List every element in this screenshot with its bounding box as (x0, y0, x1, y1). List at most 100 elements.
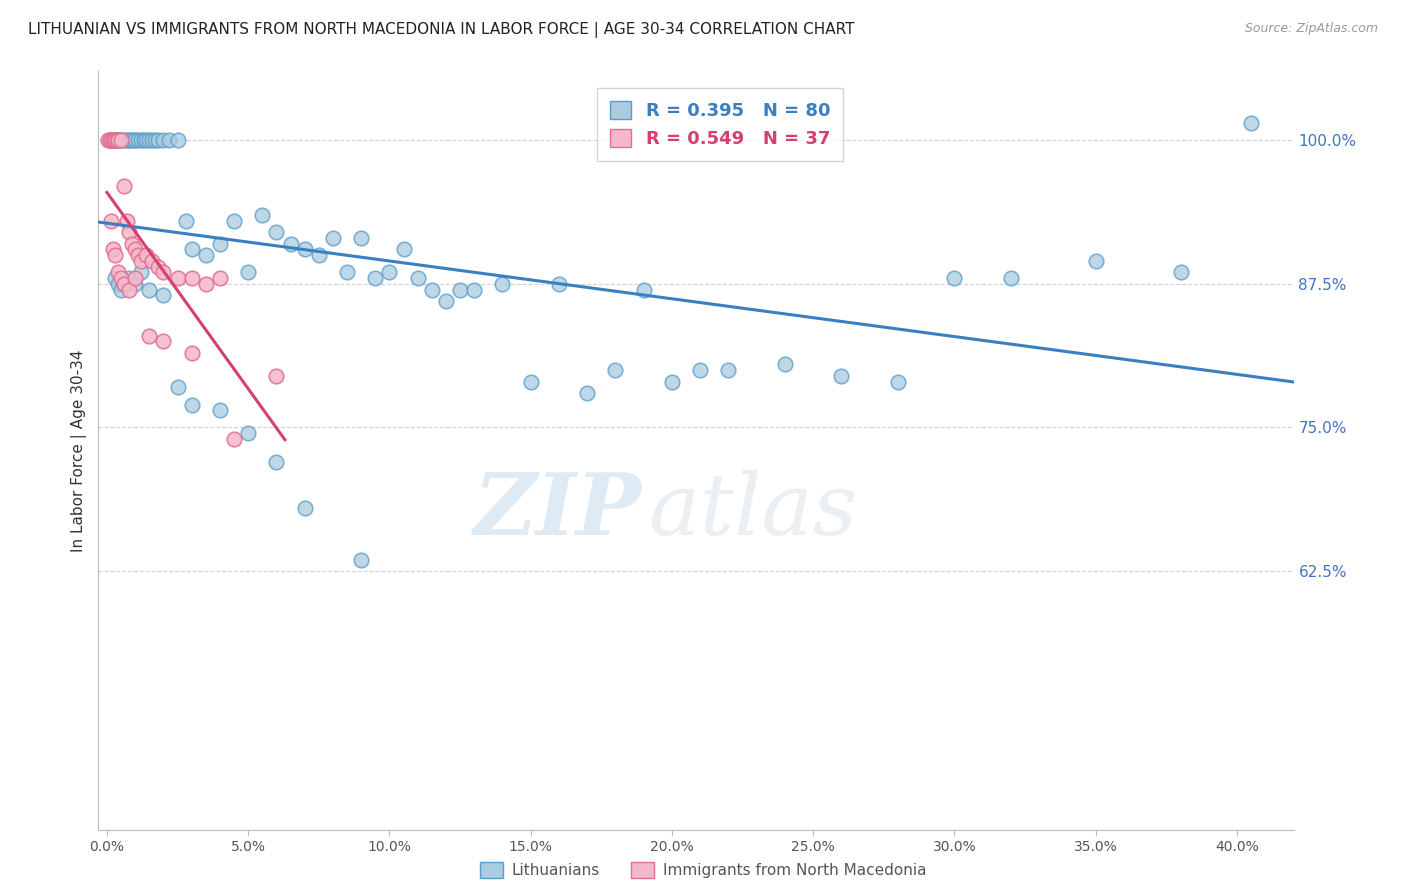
Point (717, 363, 740, 377)
Point (152, 288, 174, 302)
Point (115, 133, 138, 147)
Point (194, 277, 217, 291)
Point (110, 283, 132, 297)
Point (98, 133, 121, 147)
Point (280, 236, 302, 251)
Point (146, 133, 169, 147)
Point (322, 231, 344, 245)
Point (115, 213, 138, 227)
Point (101, 243, 124, 257)
Point (194, 248, 217, 262)
Point (107, 133, 129, 147)
Point (378, 265, 401, 279)
Point (104, 271, 127, 285)
Point (166, 133, 188, 147)
Point (100, 133, 122, 147)
Point (392, 243, 415, 257)
Point (101, 133, 124, 147)
Point (135, 248, 157, 262)
Point (180, 346, 202, 360)
Point (112, 133, 135, 147)
Point (98, 133, 121, 147)
Point (1000, 271, 1022, 285)
Point (336, 265, 359, 279)
Point (124, 271, 146, 285)
Point (406, 271, 429, 285)
Point (308, 248, 330, 262)
Point (129, 265, 152, 279)
Point (463, 283, 485, 297)
Point (350, 552, 373, 566)
Point (124, 243, 146, 257)
Point (266, 455, 288, 469)
Point (661, 375, 683, 389)
Point (143, 133, 166, 147)
Point (152, 334, 174, 349)
Point (132, 133, 155, 147)
Point (208, 403, 231, 417)
Point (101, 133, 124, 147)
Point (180, 243, 202, 257)
Point (104, 248, 127, 262)
Point (576, 386, 599, 401)
Point (491, 277, 513, 291)
Point (138, 283, 160, 297)
Point (208, 271, 231, 285)
Point (124, 133, 146, 147)
Point (141, 254, 163, 268)
Point (152, 133, 174, 147)
Text: atlas: atlas (648, 470, 858, 552)
Point (238, 426, 260, 441)
Legend: Lithuanians, Immigrants from North Macedonia: Lithuanians, Immigrants from North Maced… (474, 856, 932, 884)
Point (107, 277, 129, 291)
Point (180, 271, 202, 285)
Point (127, 133, 149, 147)
Point (127, 248, 149, 262)
Point (146, 260, 169, 274)
Text: ZIP: ZIP (474, 469, 643, 553)
Point (110, 133, 132, 147)
Point (152, 265, 174, 279)
Point (110, 133, 132, 147)
Point (107, 133, 129, 147)
Text: LITHUANIAN VS IMMIGRANTS FROM NORTH MACEDONIA IN LABOR FORCE | AGE 30-34 CORRELA: LITHUANIAN VS IMMIGRANTS FROM NORTH MACE… (28, 22, 855, 38)
Point (118, 225, 141, 239)
Point (104, 133, 127, 147)
Point (1170, 265, 1192, 279)
Point (238, 265, 260, 279)
Point (633, 283, 655, 297)
Point (1084, 254, 1107, 268)
Point (107, 265, 129, 279)
Point (294, 243, 316, 257)
Point (208, 236, 231, 251)
Point (110, 271, 132, 285)
Point (105, 133, 128, 147)
Point (135, 133, 157, 147)
Point (174, 213, 197, 227)
Point (420, 283, 443, 297)
Point (100, 213, 122, 227)
Point (434, 294, 457, 309)
Point (104, 133, 127, 147)
Point (112, 277, 135, 291)
Point (266, 368, 288, 383)
Point (121, 236, 143, 251)
Point (104, 133, 127, 147)
Point (124, 277, 146, 291)
Point (103, 133, 125, 147)
Point (129, 133, 152, 147)
Point (222, 213, 245, 227)
Text: Source: ZipAtlas.com: Source: ZipAtlas.com (1244, 22, 1378, 36)
Point (449, 283, 471, 297)
Point (166, 271, 188, 285)
Point (887, 375, 910, 389)
Point (364, 271, 387, 285)
Point (294, 500, 316, 515)
Point (519, 375, 541, 389)
Point (141, 133, 163, 147)
Point (121, 133, 143, 147)
Point (943, 271, 966, 285)
Y-axis label: In Labor Force | Age 30-34: In Labor Force | Age 30-34 (72, 349, 87, 552)
Point (112, 277, 135, 291)
Point (112, 179, 135, 194)
